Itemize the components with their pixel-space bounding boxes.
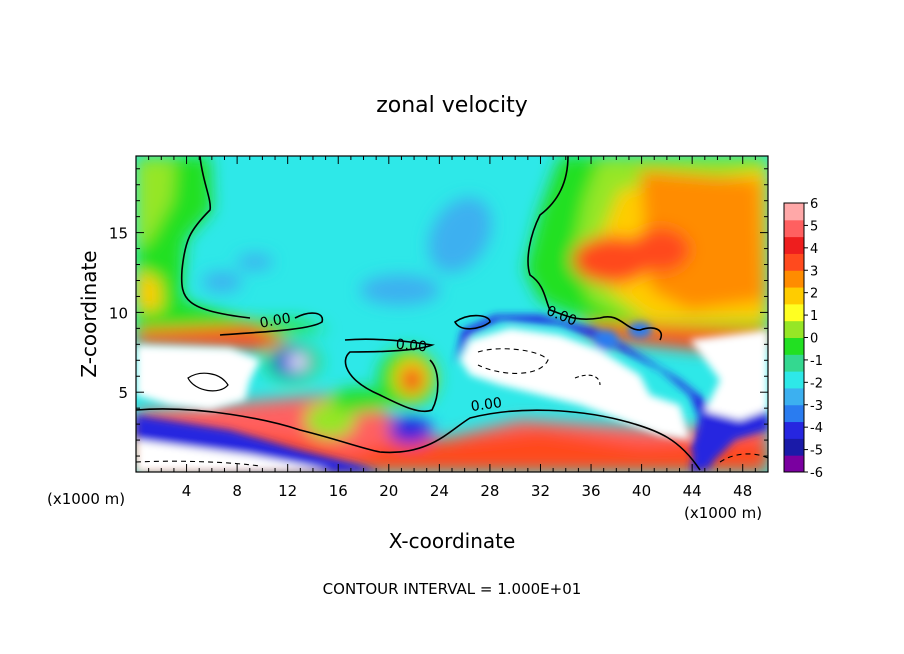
colorbar-label: -6 [810, 466, 823, 481]
field-detail-layer [136, 315, 768, 472]
contour-label: 0.00 [259, 310, 292, 331]
colorbar-label: -3 [810, 399, 823, 414]
colorbar-swatch [784, 455, 804, 473]
colorbar-swatch [784, 236, 804, 254]
contour-small-right [574, 374, 601, 386]
colorbar-swatch [784, 404, 804, 423]
colorbar-swatch [784, 421, 804, 439]
colorbar: 6 5 4 3 2 1 0 -1 -2 -3 -4 -5 -6 [783, 197, 823, 481]
x-tick-label: 48 [733, 482, 752, 500]
colorbar-label: 1 [810, 309, 818, 324]
x-tick-label: 36 [581, 482, 600, 500]
x-tick-label: 16 [329, 482, 348, 500]
colorbar-label: 0 [810, 332, 818, 347]
contour-zero-right [527, 156, 662, 341]
contour-lines [136, 156, 768, 471]
contour-dashed-right-low [719, 453, 768, 463]
colorbar-swatch [784, 287, 804, 305]
x-axis: 4 8 12 16 20 24 28 32 36 40 44 48 [148, 156, 756, 500]
contour-label: 0.00 [470, 395, 503, 415]
x-tick-label: 12 [278, 482, 297, 500]
x-axis-label: X-coordinate [389, 529, 516, 553]
colorbar-label: 5 [810, 219, 818, 234]
colorbar-swatch [784, 219, 804, 238]
contour-interval-note: CONTOUR INTERVAL = 1.000E+01 [323, 580, 582, 598]
y-tick-label: 5 [118, 384, 128, 402]
x-unit-label-right: (x1000 m) [684, 504, 762, 522]
x-tick-label: 24 [430, 482, 449, 500]
colorbar-swatch [784, 303, 804, 322]
heatmap-field [136, 156, 768, 472]
y-tick-label: 15 [109, 225, 128, 243]
colorbar-label: -1 [810, 354, 823, 369]
colorbar-label: -4 [810, 421, 823, 436]
colorbar-swatch [784, 371, 804, 389]
x-tick-label: 40 [632, 482, 651, 500]
x-tick-label: 20 [379, 482, 398, 500]
colorbar-label: 2 [810, 287, 818, 302]
contour-zero-left-upper [219, 312, 324, 336]
contour-dashed-right [477, 348, 549, 374]
colorbar-swatch [784, 203, 804, 221]
y-axis-label: Z-coordinate [77, 250, 101, 377]
contour-zero-center [344, 338, 439, 413]
x-tick-label: 32 [531, 482, 550, 500]
colorbar-swatch [784, 320, 804, 338]
colorbar-label: 6 [810, 197, 818, 212]
colorbar-swatch [784, 270, 804, 288]
x-tick-label: 44 [683, 482, 702, 500]
y-axis: 5 10 15 [109, 168, 768, 457]
colorbar-label: -2 [810, 376, 823, 391]
chart-title: zonal velocity [376, 93, 528, 118]
contour-label: 0.00 [395, 337, 427, 356]
colorbar-swatch [784, 354, 804, 372]
colorbar-swatch [784, 387, 804, 406]
contour-dashed-left [136, 460, 261, 467]
colorbar-label: -5 [810, 444, 823, 459]
contour-zero-left [180, 156, 251, 319]
x-unit-label-left: (x1000 m) [47, 490, 125, 508]
x-tick-label: 8 [232, 482, 242, 500]
colorbar-label: 4 [810, 242, 818, 257]
contour-zero-lower [136, 408, 701, 471]
colorbar-swatch [784, 438, 804, 456]
contour-zero-blob [453, 314, 491, 330]
colorbar-swatch [784, 337, 804, 355]
x-tick-label: 4 [182, 482, 192, 500]
colorbar-swatch [784, 253, 804, 271]
x-tick-label: 28 [480, 482, 499, 500]
y-tick-label: 10 [109, 304, 128, 322]
colorbar-label: 3 [810, 264, 818, 279]
contour-left-white [187, 372, 229, 392]
